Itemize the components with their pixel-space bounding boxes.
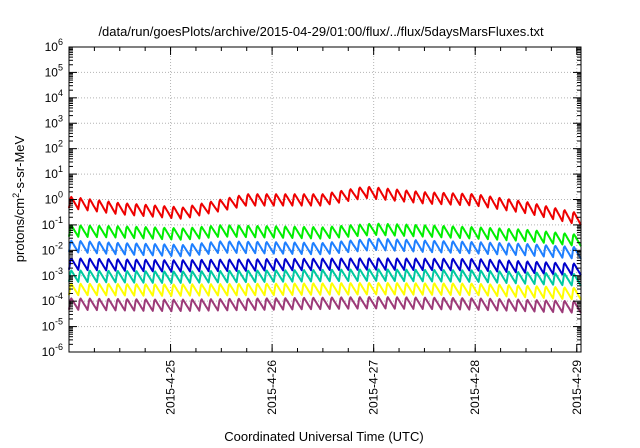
y-axis-label: protons/cm2-s-sr-MeV [11,135,27,262]
y-tick-label: 101 [45,164,63,181]
series-line [68,257,582,276]
x-tick-label: 2015-4-25 [164,360,178,415]
y-tick-label: 10-6 [42,342,63,359]
x-tick-label: 2015-4-27 [367,360,381,415]
series-line [68,222,582,247]
y-tick-label: 10-5 [42,317,63,334]
y-tick-label: 102 [45,139,63,156]
series-line [68,185,582,226]
x-tick-label: 2015-4-29 [570,360,584,415]
y-tick-label: 10-1 [42,215,63,232]
series-line [68,296,582,314]
y-tick-label: 10-2 [42,240,63,257]
x-tick-label: 2015-4-28 [468,360,482,415]
x-axis: 2015-4-25 2015-4-26 2015-4-27 2015-4-28 2015… [68,47,584,415]
y-tick-label: 103 [45,113,63,130]
y-tick-label: 104 [45,88,63,105]
chart-title: /data/run/goesPlots/archive/2015-04-29/0… [98,24,544,39]
y-tick-label: 105 [45,62,63,79]
y-tick-label: 10-4 [42,291,63,308]
y-tick-label: 10-3 [42,266,63,283]
series-lines [68,185,582,314]
x-axis-label: Coordinated Universal Time (UTC) [224,429,423,444]
x-tick-label: 2015-4-26 [265,360,279,415]
series-line [68,237,582,260]
series-line [68,268,582,287]
y-tick-label: 106 [45,37,63,54]
series-line [68,282,582,301]
y-tick-label: 100 [45,190,63,207]
y-axis: 10-6 10-5 10-4 10-3 10-2 10-1 100 101 102 103 104 1… [42,37,581,359]
